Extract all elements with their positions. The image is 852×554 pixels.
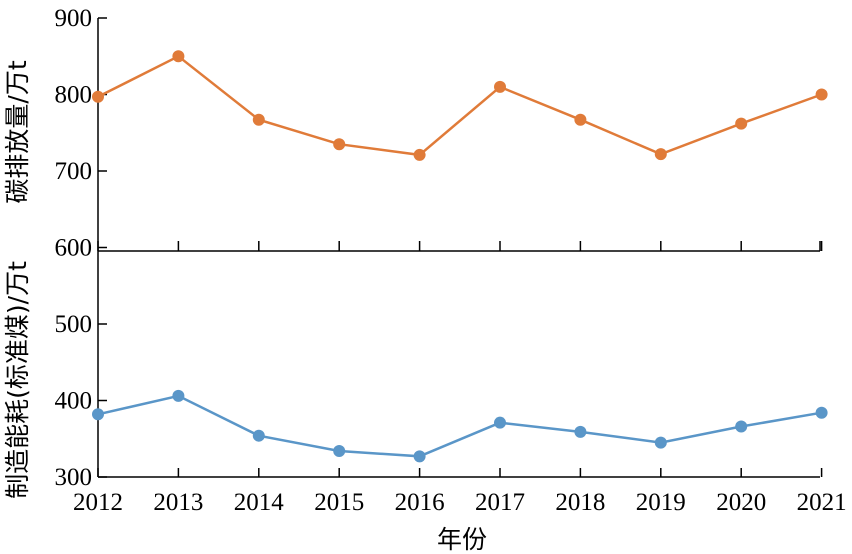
x-tick-label: 2021 <box>797 489 847 516</box>
data-point-1 <box>815 406 828 419</box>
data-point-1 <box>413 450 426 463</box>
x-tick-label: 2018 <box>555 489 605 516</box>
y-tick-label: 300 <box>55 464 93 491</box>
data-point-1 <box>654 436 667 449</box>
series-line-1 <box>97 394 822 458</box>
data-point-0 <box>413 148 426 161</box>
y-tick-label: 600 <box>55 235 93 262</box>
series-lines <box>97 54 823 458</box>
data-point-1 <box>574 425 587 438</box>
y-tick-label: 900 <box>55 5 93 32</box>
x-ticks: 2012 2013 2014 2015 2016 2017 2018 2019 2020 2021 <box>73 241 847 516</box>
data-point-0 <box>815 88 828 101</box>
data-point-0 <box>574 113 587 126</box>
y-tick-label: 500 <box>55 311 93 338</box>
data-point-0 <box>333 138 346 151</box>
data-point-1 <box>252 429 265 442</box>
y-ticks: 300 400 500 600 700 800 900 <box>55 5 107 491</box>
x-tick-label: 2013 <box>153 489 203 516</box>
x-tick-label: 2015 <box>314 489 364 516</box>
series-points <box>92 50 828 463</box>
y-tick-label: 400 <box>55 388 93 415</box>
x-tick-label: 2016 <box>395 489 445 516</box>
data-point-0 <box>735 117 748 130</box>
data-point-1 <box>494 416 506 429</box>
data-point-1 <box>333 444 346 457</box>
x-tick-label: 2014 <box>234 489 285 516</box>
series-line-0 <box>97 54 823 157</box>
data-point-0 <box>172 50 185 63</box>
x-tick-label: 2019 <box>636 489 686 516</box>
y-axis-title-bottom: 制造能耗(标准煤)/万t <box>3 261 32 499</box>
data-point-0 <box>92 90 104 103</box>
data-point-0 <box>252 113 265 126</box>
data-point-1 <box>92 408 104 421</box>
data-point-1 <box>172 389 185 402</box>
axes <box>97 18 821 478</box>
x-tick-label: 2017 <box>475 489 525 516</box>
data-point-0 <box>494 80 506 93</box>
x-tick-label: 2012 <box>73 489 123 516</box>
x-tick-label: 2020 <box>716 489 766 516</box>
x-axis-title: 年份 <box>437 525 487 554</box>
y-tick-label: 800 <box>55 82 93 109</box>
y-axis-title-top: 碳排放量/万t <box>3 60 32 203</box>
data-point-1 <box>735 420 748 433</box>
data-point-0 <box>654 148 667 161</box>
y-tick-label: 700 <box>55 158 93 185</box>
